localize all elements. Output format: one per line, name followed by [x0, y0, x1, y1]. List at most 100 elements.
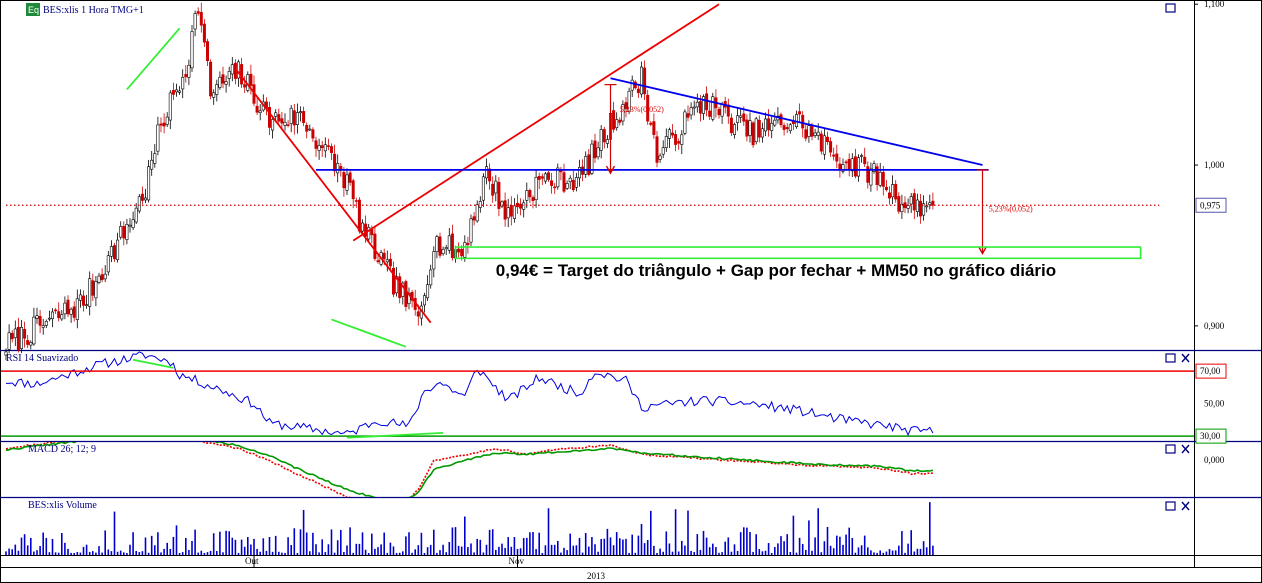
candle-body — [863, 156, 867, 165]
candle-body — [872, 163, 876, 172]
candle-body — [348, 172, 352, 183]
candle-body — [596, 147, 600, 158]
candle-body — [131, 219, 135, 228]
candle-body — [847, 158, 851, 170]
candle-body — [444, 247, 448, 250]
candle-body — [788, 124, 792, 132]
candle-body — [100, 274, 104, 280]
candle-body — [587, 154, 591, 175]
percent-annotation-2: 5,23%(0,052) — [989, 205, 1033, 214]
candle-body — [336, 163, 340, 174]
candle-body — [119, 226, 123, 238]
candle-body — [881, 172, 885, 187]
candle-body — [664, 136, 668, 148]
candle-body — [853, 156, 857, 177]
percent-annotation-1: 5,23%(0,052) — [620, 105, 664, 114]
price-tick-label: 0,900 — [1204, 321, 1225, 331]
candle-body — [50, 311, 54, 319]
candle-body — [35, 315, 39, 319]
candle-body — [91, 280, 95, 296]
candle-body — [785, 127, 789, 130]
candle-body — [695, 101, 699, 108]
candle-body — [258, 110, 262, 114]
candle-body — [574, 177, 578, 188]
candle-body — [4, 351, 8, 356]
candle-body — [106, 255, 110, 273]
candle-body — [44, 321, 48, 326]
rsi-level-badge-70 — [1195, 363, 1227, 379]
rsi-divergence-line-1 — [346, 431, 444, 439]
candle-body — [875, 166, 879, 185]
candle-body — [918, 200, 922, 217]
candle-body — [763, 118, 767, 132]
candle-body — [661, 147, 665, 155]
rsi-level-label: 70,00 — [1200, 366, 1221, 376]
candle-body — [302, 111, 306, 123]
candle-body — [525, 190, 529, 201]
candle-body — [82, 295, 86, 306]
candle-body — [286, 124, 290, 126]
candle-body — [711, 96, 715, 120]
candle-body — [816, 131, 820, 136]
candle-body — [109, 246, 113, 257]
candle-body — [562, 172, 566, 192]
candle-body — [506, 207, 510, 219]
candle-body — [565, 183, 569, 189]
candle-body — [69, 308, 73, 315]
maximize-icon — [1165, 3, 1176, 13]
price-panel: 0,94€ = Target do triângulo + Gap por fe… — [4, 0, 1227, 361]
candle-body — [683, 111, 687, 134]
candle-body — [103, 273, 107, 280]
candle-body — [636, 88, 640, 94]
candle-body — [388, 258, 392, 267]
candle-body — [72, 306, 76, 318]
candle-body — [856, 157, 860, 177]
target-arrow-head-0 — [605, 165, 616, 175]
candle-body — [484, 166, 488, 179]
candle-body — [900, 203, 904, 213]
candle-body — [748, 120, 752, 136]
candle-body — [212, 92, 216, 98]
candle-body — [584, 156, 588, 175]
candle-body — [624, 102, 628, 110]
candle-body — [134, 207, 138, 223]
candle-body — [903, 202, 907, 209]
candle-body — [860, 155, 864, 157]
candle-body — [230, 64, 234, 75]
candle-body — [798, 111, 802, 115]
candle-body — [472, 216, 476, 221]
candle-body — [770, 122, 774, 131]
candle-body — [466, 242, 470, 246]
candle-body — [884, 186, 888, 191]
candle-body — [243, 84, 247, 88]
candle-body — [739, 115, 743, 118]
candle-body — [571, 179, 575, 191]
candle-body — [308, 128, 312, 131]
candle-body — [221, 74, 225, 84]
candle-body — [531, 197, 535, 202]
candle-body — [522, 202, 526, 210]
candle-body — [891, 184, 895, 198]
candle-body — [736, 115, 740, 123]
candle-body — [401, 282, 405, 297]
rsi-level-badge-30 — [1195, 428, 1227, 444]
candle-body — [602, 129, 606, 143]
candle-body — [147, 166, 151, 201]
candle-body — [342, 172, 346, 189]
candle-body — [922, 203, 926, 216]
trend-line-0 — [126, 27, 181, 91]
candle-body — [298, 111, 302, 114]
candle-body — [311, 129, 315, 139]
candle-body — [426, 284, 430, 299]
volume-panel-title: BES:xlis Volume — [28, 500, 97, 511]
candle-body — [289, 107, 293, 124]
candle-body — [175, 89, 179, 93]
candle-body — [97, 275, 101, 283]
candle-body — [732, 124, 736, 135]
candle-body — [491, 183, 495, 196]
candle-body — [519, 203, 523, 209]
candle-body — [674, 134, 678, 145]
candle-body — [705, 93, 709, 111]
candle-body — [767, 118, 771, 131]
